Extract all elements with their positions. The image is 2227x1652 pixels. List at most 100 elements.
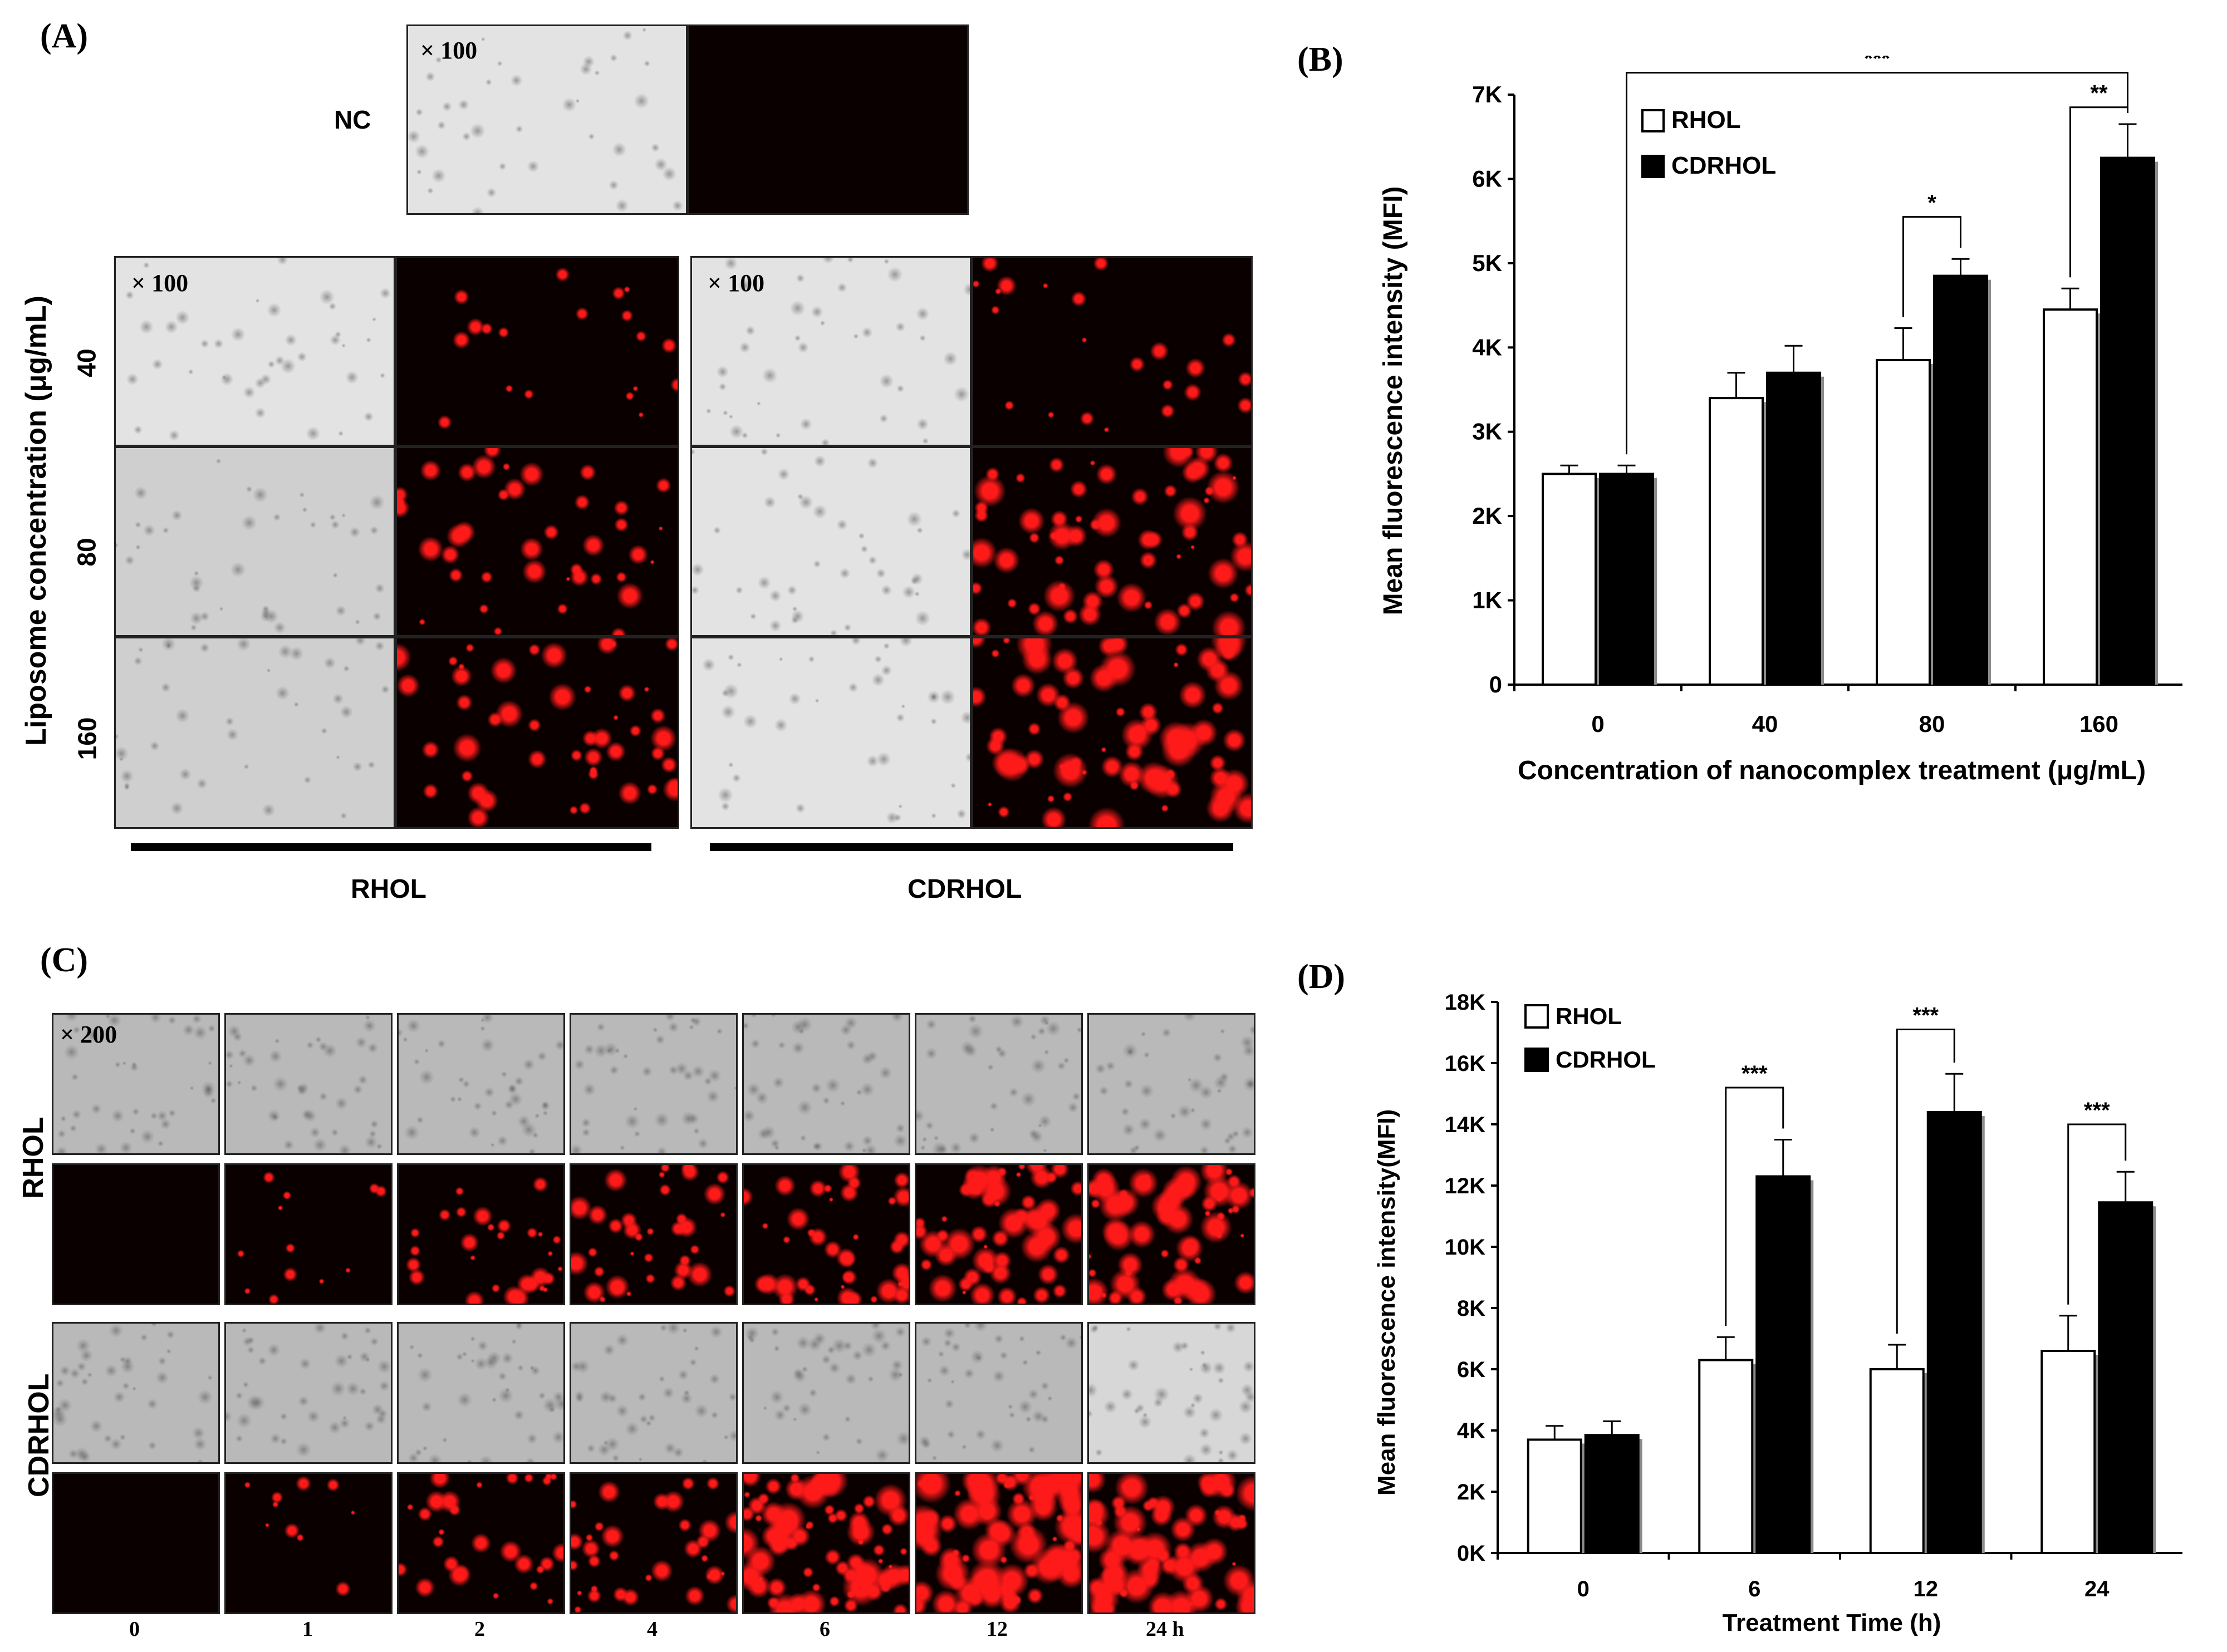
chart-b-bar-rhol-0 xyxy=(1542,473,1597,686)
chart-d-y-tick-label: 0K xyxy=(1457,1541,1485,1566)
chart-d-legend-swatch xyxy=(1524,1004,1549,1029)
conc-label-80: 80 xyxy=(72,538,101,567)
cdrhol-brightfield-24h xyxy=(1087,1322,1255,1464)
chart-b-bar-cdrhol-0 xyxy=(1599,473,1654,686)
rhol-brightfield-2 xyxy=(397,1013,565,1155)
chart-d-y-tick-label: 6K xyxy=(1457,1358,1485,1382)
time-label-2: 2 xyxy=(474,1617,485,1641)
cdrhol-fluorescence-4 xyxy=(570,1472,738,1614)
magnification-label: × 100 xyxy=(708,269,765,297)
chart-b-bar-cdrhol-160 xyxy=(2100,156,2155,686)
rhol-fluorescence-12 xyxy=(915,1163,1083,1305)
chart-d-bar-rhol-12 xyxy=(1869,1368,1925,1554)
time-label-24h: 24 h xyxy=(1146,1617,1184,1641)
chart-b-legend-swatch xyxy=(1641,155,1665,178)
chart-b-y-axis-label: Mean fluorescence intensity (MFI) xyxy=(1379,186,1408,616)
rhol-160-brightfield xyxy=(114,637,395,829)
rhol-fluorescence-6 xyxy=(742,1163,910,1305)
chart-b-y-tick-label: 4K xyxy=(1472,334,1502,360)
rhol-fluorescence-4 xyxy=(570,1163,738,1305)
chart-b-significance-label: *** xyxy=(1864,56,1890,71)
rhol-brightfield-0 xyxy=(52,1013,220,1155)
rhol-80-fluorescence xyxy=(395,446,679,637)
chart-d-bar-cdrhol-24 xyxy=(2098,1201,2154,1554)
cdrhol-80-fluorescence xyxy=(972,446,1253,637)
rhol-fluorescence-1 xyxy=(224,1163,393,1305)
chart-b-x-tick-label: 40 xyxy=(1752,711,1778,737)
chart-d-y-tick-label: 2K xyxy=(1457,1480,1485,1504)
rhol-40-brightfield: × 100 xyxy=(114,256,395,446)
chart-b-bar-rhol-160 xyxy=(2043,308,2098,686)
chart-b-bar-cdrhol-80 xyxy=(1933,274,1988,686)
chart-b-y-tick-label: 1K xyxy=(1472,587,1502,613)
chart-b-significance-bracket xyxy=(1902,216,1961,317)
chart-d-legend-label: CDRHOL xyxy=(1556,1046,1656,1073)
rhol-group-label: RHOL xyxy=(351,874,426,904)
row-label-rhol: RHOL xyxy=(17,1117,50,1199)
chart-b: Mean fluorescence intensity (MFI) Concen… xyxy=(1379,56,2182,785)
chart-b-legend-label: RHOL xyxy=(1671,106,1741,134)
chart-d-x-axis-label: Treatment Time (h) xyxy=(1723,1609,1941,1636)
chart-d-significance-bracket xyxy=(1896,1029,1955,1334)
cdrhol-160-fluorescence xyxy=(972,637,1253,829)
rhol-40-fluorescence xyxy=(395,256,679,446)
nc-fluorescence-image xyxy=(688,24,969,215)
chart-d-legend-label: RHOL xyxy=(1556,1003,1622,1029)
chart-b-x-axis-label: Concentration of nanocomplex treatment (… xyxy=(1518,756,2146,785)
magnification-label: × 100 xyxy=(420,37,478,64)
cdrhol-40-brightfield: × 100 xyxy=(690,256,972,446)
chart-b-bar-rhol-80 xyxy=(1876,359,1931,686)
cdrhol-brightfield-2 xyxy=(397,1322,565,1464)
rhol-fluorescence-2 xyxy=(397,1163,565,1305)
rhol-brightfield-4 xyxy=(570,1013,738,1155)
chart-d-bar-cdrhol-12 xyxy=(1926,1111,1982,1554)
chart-b-x-tick-label: 80 xyxy=(1919,711,1945,737)
nc-label: NC xyxy=(334,105,371,134)
cdrhol-fluorescence-0 xyxy=(52,1472,220,1614)
rhol-brightfield-12 xyxy=(915,1013,1083,1155)
chart-d-y-tick-label: 14K xyxy=(1445,1113,1485,1137)
chart-b-significance-bracket xyxy=(2069,106,2128,278)
chart-b-y-tick-label: 3K xyxy=(1472,419,1502,445)
cdrhol-group-label: CDRHOL xyxy=(908,874,1022,904)
cdrhol-fluorescence-12 xyxy=(915,1472,1083,1614)
rhol-group-bar xyxy=(131,843,651,851)
chart-d-y-tick-label: 12K xyxy=(1445,1174,1485,1198)
chart-d-x-tick-label: 24 xyxy=(2084,1577,2110,1601)
row-label-cdrhol: CDRHOL xyxy=(23,1373,55,1497)
rhol-brightfield-24h xyxy=(1087,1013,1255,1155)
time-label-4: 4 xyxy=(647,1617,658,1641)
panel-label-d: (D) xyxy=(1297,958,1346,996)
chart-b-y-tick-label: 2K xyxy=(1472,503,1502,529)
cdrhol-40-fluorescence xyxy=(972,256,1253,446)
chart-d-bar-rhol-6 xyxy=(1698,1359,1754,1554)
chart-d-significance-bracket xyxy=(1725,1086,1784,1326)
chart-d-significance-bracket xyxy=(2067,1123,2127,1305)
chart-d-legend-swatch xyxy=(1524,1048,1549,1072)
cdrhol-brightfield-6 xyxy=(742,1322,910,1464)
chart-d-bar-rhol-0 xyxy=(1527,1438,1582,1554)
cdrhol-fluorescence-24h xyxy=(1087,1472,1255,1614)
nc-brightfield-image: × 100 xyxy=(406,24,688,215)
chart-b-legend-label: CDRHOL xyxy=(1671,152,1776,179)
chart-b-y-tick-label: 6K xyxy=(1472,165,1502,191)
chart-b-x-tick-label: 160 xyxy=(2079,711,2118,737)
time-label-0: 0 xyxy=(129,1617,140,1641)
rhol-brightfield-6 xyxy=(742,1013,910,1155)
chart-b-significance-label: * xyxy=(1927,191,1936,215)
chart-b-bar-rhol-40 xyxy=(1709,397,1764,686)
conc-label-160: 160 xyxy=(72,717,102,760)
chart-d-bar-cdrhol-0 xyxy=(1584,1434,1640,1554)
chart-d-y-tick-label: 16K xyxy=(1445,1051,1485,1076)
chart-d-bar-cdrhol-6 xyxy=(1755,1175,1811,1554)
chart-b-legend-swatch xyxy=(1641,109,1665,132)
chart-b-y-tick-label: 0 xyxy=(1489,671,1502,697)
chart-d-x-tick-label: 12 xyxy=(1914,1577,1939,1601)
chart-d-y-tick-label: 10K xyxy=(1445,1235,1485,1260)
cdrhol-fluorescence-6 xyxy=(742,1472,910,1614)
time-label-6: 6 xyxy=(820,1617,830,1641)
chart-d-x-tick-label: 6 xyxy=(1748,1577,1760,1601)
cdrhol-80-brightfield xyxy=(690,446,972,637)
chart-d-y-tick-label: 8K xyxy=(1457,1296,1485,1321)
cdrhol-brightfield-4 xyxy=(570,1322,738,1464)
